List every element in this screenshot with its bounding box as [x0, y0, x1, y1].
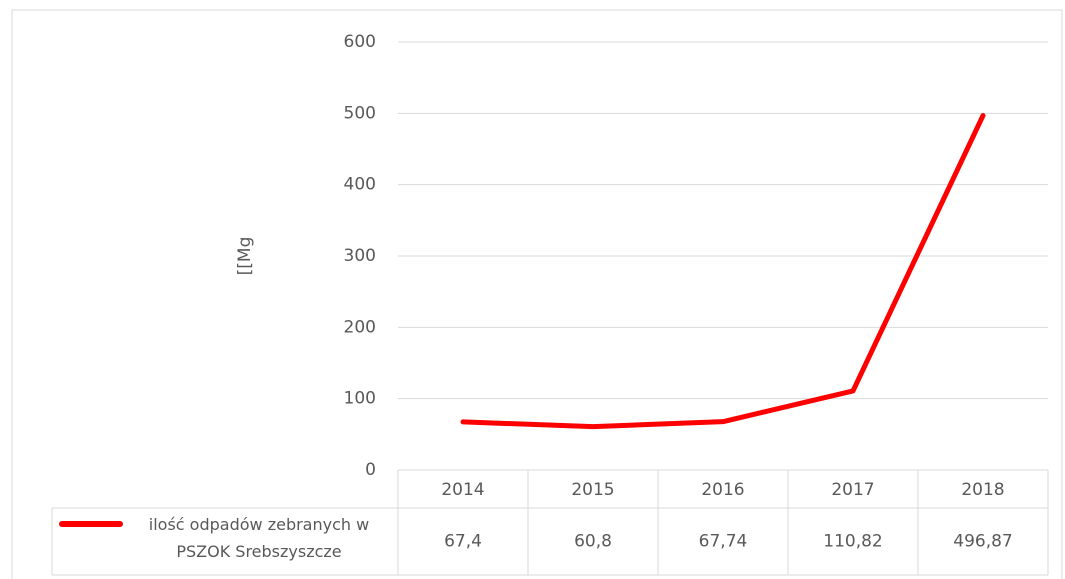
y-tick-label: 100	[344, 389, 376, 409]
y-tick-label: 600	[344, 32, 376, 52]
y-tick-label: 300	[344, 246, 376, 266]
x-tick-label: 2016	[701, 480, 744, 500]
y-tick-label: 0	[365, 460, 376, 480]
table-value: 67,74	[699, 532, 748, 552]
y-axis-label: [[Mg	[235, 237, 255, 276]
chart-border	[11, 9, 1063, 579]
table-value: 496,87	[953, 532, 1012, 552]
y-tick-label: 400	[344, 175, 376, 195]
data-line	[460, 113, 986, 430]
x-tick-label: 2017	[831, 480, 874, 500]
table-value: 67,4	[444, 532, 482, 552]
x-tick-label: 2015	[571, 480, 614, 500]
y-tick-label: 500	[344, 103, 376, 123]
legend-label: ilość odpadów zebranych w PSZOK Srebszys…	[148, 515, 370, 561]
x-tick-label: 2018	[961, 480, 1004, 500]
table-value: 110,82	[823, 532, 882, 552]
y-tick-label: 200	[344, 317, 376, 337]
x-tick-label: 2014	[441, 480, 484, 500]
table-value: 60,8	[574, 532, 612, 552]
